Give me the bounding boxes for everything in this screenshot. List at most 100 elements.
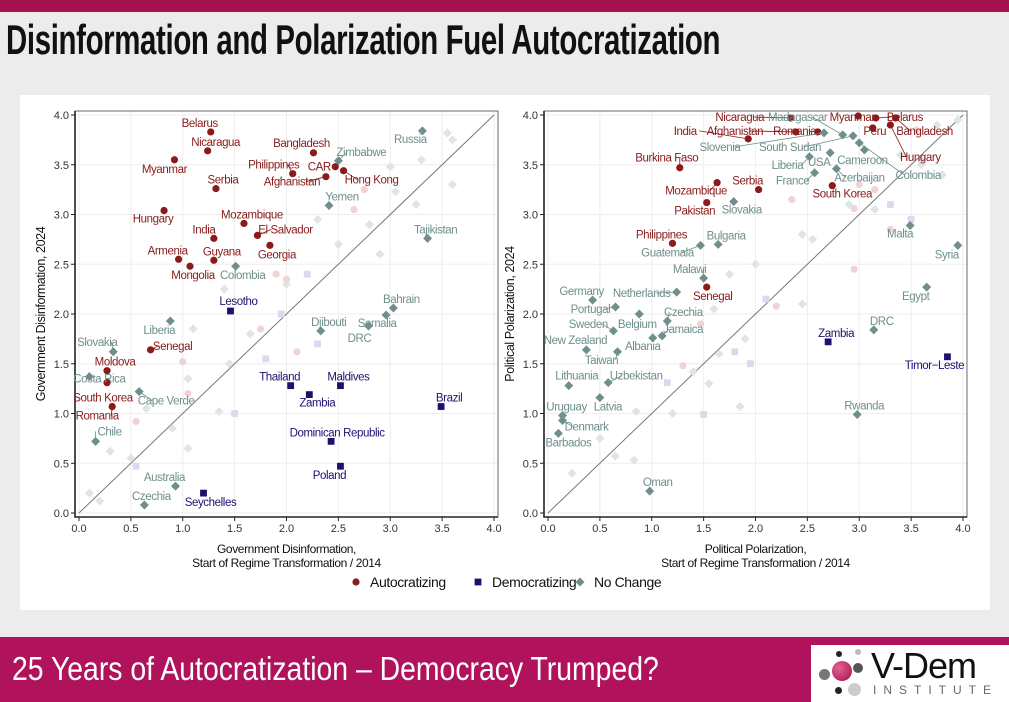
faded-point — [303, 270, 311, 278]
faded-point — [277, 310, 285, 318]
logo-subtitle: INSTITUTE — [873, 683, 998, 697]
point-label: El Salvador — [258, 224, 313, 236]
data-point-poland — [337, 462, 344, 470]
data-point-somalia — [381, 310, 391, 320]
point-label: Costa Rica — [73, 374, 126, 386]
point-label: Australia — [144, 472, 186, 484]
data-point-syria — [953, 240, 963, 250]
faded-point — [735, 402, 745, 412]
data-point-new-zealand — [581, 345, 591, 355]
label-leader-line — [890, 124, 907, 158]
data-point-senegal — [703, 283, 711, 291]
data-point-mozambique — [713, 179, 721, 187]
data-point-romania — [108, 402, 116, 411]
x-tick-label: 2.0 — [279, 523, 294, 535]
footer-band: 25 Years of Autocratization – Democracy … — [0, 637, 1009, 702]
data-point-liberia — [165, 316, 175, 326]
faded-point — [740, 334, 750, 344]
faded-point — [679, 362, 687, 370]
data-point-uzbekistan — [603, 378, 613, 388]
point-label: Oman — [643, 477, 673, 489]
scatter-panel-2: 0.00.0 0.5 0.5 1.0 1.0 1.5 1.5 2.0 2.0 2.5 2.5 3.0 3… — [503, 110, 971, 570]
y-tick-label: 1.0 — [523, 409, 538, 421]
point-label: Hungary — [133, 214, 174, 226]
faded-point — [629, 455, 639, 465]
legend-item-autocratizing: Autocratizing — [352, 574, 446, 590]
point-label: Myanmar — [830, 112, 876, 124]
x-tick-label: 0.0 — [540, 523, 555, 535]
legend-label: Democratizing — [492, 574, 576, 590]
y-axis-title: Government Disinformation, 2024 — [34, 226, 48, 401]
point-label: Brazil — [436, 393, 462, 405]
x-tick-label: 4.0 — [486, 523, 501, 535]
data-point-georgia — [266, 241, 274, 249]
label-leader-line — [733, 132, 825, 148]
faded-point — [886, 201, 894, 208]
faded-point — [704, 379, 714, 389]
data-point-taiwan — [613, 347, 623, 357]
point-label: Latvia — [594, 402, 623, 414]
data-point-cameroon — [859, 145, 869, 155]
data-point-mozambique — [240, 219, 248, 228]
data-point-lesotho — [227, 307, 234, 315]
point-label: Belarus — [182, 118, 219, 130]
point-label: Colombia — [896, 170, 942, 182]
x-axis-title: Political Polarization, — [705, 542, 807, 556]
point-label: Barbados — [545, 437, 592, 449]
point-label: Chile — [97, 426, 121, 438]
data-point-burkina-faso — [676, 164, 684, 172]
x-axis-title: Start of Regime Transformation / 2014 — [192, 556, 381, 570]
point-label: South Sudan — [759, 142, 821, 154]
legend-square-icon — [474, 578, 482, 586]
x-tick-label: 0.5 — [592, 523, 607, 535]
point-label: Taiwan — [585, 355, 618, 367]
point-label: DRC — [348, 333, 372, 345]
data-point-india — [744, 135, 752, 143]
legend-item-no-change: No Change — [575, 574, 662, 590]
label-leader-line — [748, 130, 796, 133]
data-point-zambia — [305, 391, 313, 398]
faded-point — [214, 407, 224, 417]
faded-point — [360, 186, 368, 194]
point-label: Netherlands — [613, 288, 671, 300]
point-label: Malta — [887, 228, 914, 240]
point-label: Thailand — [259, 372, 300, 384]
legend-diamond-icon — [575, 577, 585, 587]
data-point-moldova — [103, 367, 111, 375]
data-point-russia — [417, 126, 427, 136]
x-tick-label: 1.0 — [644, 523, 659, 535]
point-label: Mozambique — [665, 186, 727, 198]
data-point-serbia — [755, 186, 763, 194]
faded-point — [567, 468, 577, 478]
faded-point — [663, 379, 671, 387]
y-tick-label: 4.0 — [523, 110, 538, 122]
point-label: Burkina Faso — [635, 153, 698, 165]
chart-panel — [20, 95, 990, 610]
data-point-india — [210, 234, 218, 242]
faded-point — [313, 214, 323, 224]
logo-name: V-Dem — [871, 645, 977, 686]
data-point-nicaragua — [787, 114, 795, 122]
x-tick-label: 2.5 — [331, 523, 346, 535]
point-label: Timor−Leste — [905, 360, 964, 372]
x-tick-label: 1.5 — [227, 523, 242, 535]
diagonal-reference-line — [547, 114, 964, 514]
point-label: Philippines — [636, 229, 688, 241]
point-label: Madagascar — [768, 112, 828, 124]
faded-point — [700, 411, 708, 418]
faded-point — [631, 407, 641, 417]
data-point-pakistan — [703, 198, 711, 207]
faded-point — [896, 150, 906, 160]
data-point-latvia — [595, 393, 605, 403]
faded-point — [668, 409, 677, 418]
faded-point — [231, 410, 239, 417]
x-tick-label: 4.0 — [955, 523, 970, 535]
y-tick-label: 0.0 — [54, 508, 69, 520]
faded-point — [390, 187, 400, 197]
point-label: Sweden — [569, 319, 608, 331]
label-leader-line — [803, 135, 854, 148]
faded-point — [751, 259, 760, 269]
faded-point — [850, 204, 858, 213]
point-label: Slovenia — [700, 142, 742, 154]
